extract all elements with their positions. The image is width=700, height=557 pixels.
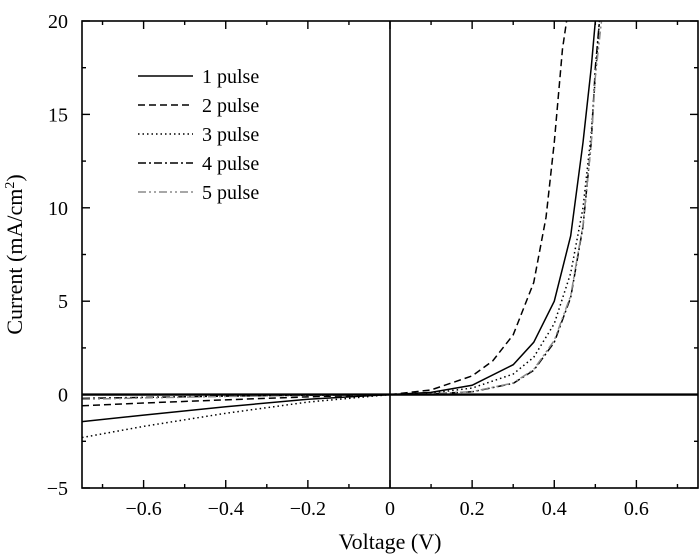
y-axis-title: Current (mA/cm2) xyxy=(2,174,27,334)
x-tick-label: 0.6 xyxy=(624,498,649,520)
series-line-5 xyxy=(82,21,603,401)
y-axis-title-superscript: 2 xyxy=(3,182,18,189)
y-tick-label: 15 xyxy=(48,104,68,126)
series-line-3 xyxy=(82,21,601,439)
x-tick-label: −0.4 xyxy=(208,498,244,520)
x-tick-label: 0.4 xyxy=(542,498,567,520)
x-tick-label: 0 xyxy=(385,498,395,520)
series-line-2 xyxy=(82,21,568,407)
legend-label-2: 2 pulse xyxy=(202,95,259,117)
y-axis-title-suffix: ) xyxy=(2,174,27,181)
x-tick-label: −0.2 xyxy=(290,498,326,520)
series-line-4 xyxy=(82,21,601,400)
y-axis-title-prefix: Current (mA/cm xyxy=(2,189,27,335)
series-layer xyxy=(82,21,603,439)
legend-label-5: 5 pulse xyxy=(202,182,259,204)
reference-lines xyxy=(82,21,698,488)
y-tick-label: 10 xyxy=(48,198,68,220)
legend: 1 pulse 2 pulse 3 pulse 4 pulse 5 pulse xyxy=(138,66,259,204)
series-line-1 xyxy=(82,21,597,423)
x-axis-title: Voltage (V) xyxy=(339,529,442,554)
legend-label-1: 1 pulse xyxy=(202,66,259,88)
x-tick-label: −0.6 xyxy=(125,498,161,520)
legend-label-4: 4 pulse xyxy=(202,153,259,175)
y-tick-label: 20 xyxy=(48,11,68,33)
ticks-layer: −0.6 −0.4 −0.2 0 0.2 0.4 0.6 −5 0 5 10 15 20 xyxy=(47,11,698,520)
y-tick-label: 0 xyxy=(58,385,68,407)
y-tick-label: 5 xyxy=(58,291,68,313)
legend-label-3: 3 pulse xyxy=(202,124,259,146)
y-tick-label: −5 xyxy=(47,478,68,500)
x-tick-label: 0.2 xyxy=(460,498,485,520)
